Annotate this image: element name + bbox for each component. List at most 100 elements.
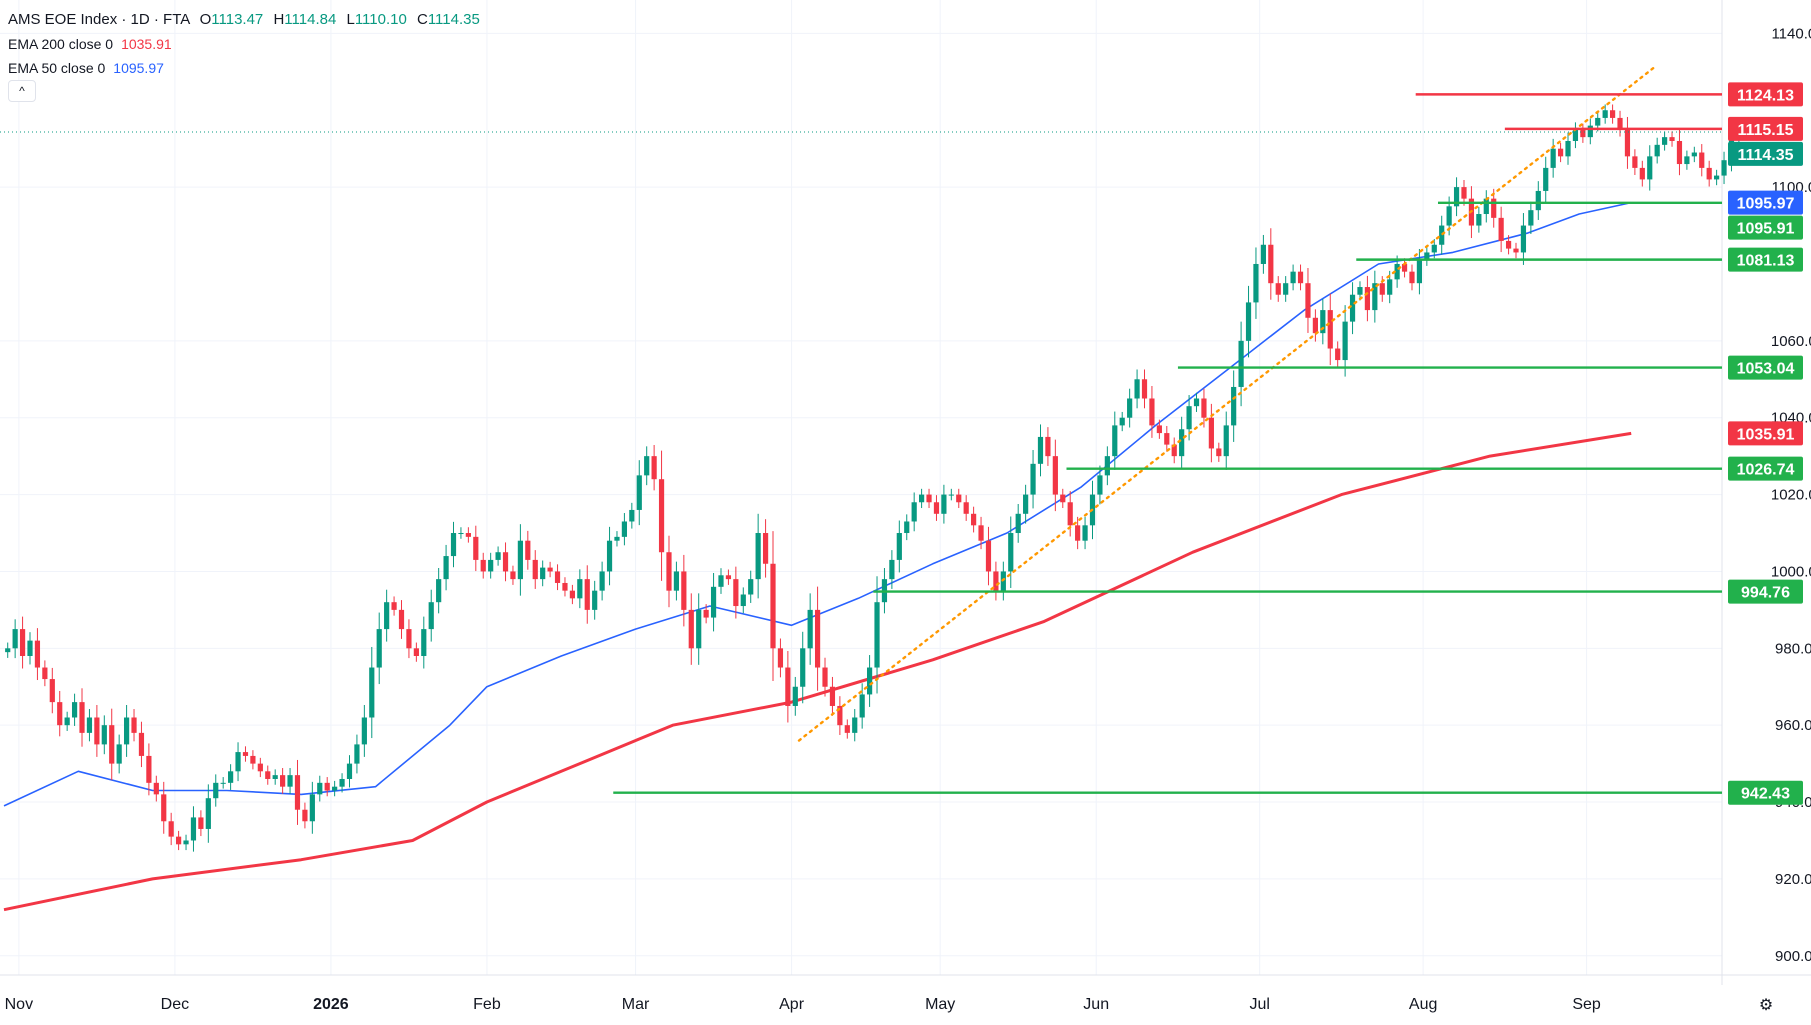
candle-body (510, 571, 516, 580)
y-tick-label: 1140.00 (1771, 25, 1811, 42)
candle-body (658, 479, 665, 553)
candle-body (42, 667, 48, 680)
price-tag-bg (1728, 141, 1803, 166)
candle-body (614, 536, 620, 541)
ema50-line (3, 201, 1632, 807)
candle-body (57, 702, 63, 726)
candle-body (153, 782, 159, 795)
candle-body (963, 502, 969, 514)
candle-body (213, 782, 219, 799)
candle-body (12, 629, 18, 649)
price-tag-label: 1081.13 (1737, 253, 1795, 270)
candle-body (1639, 167, 1645, 180)
price-tag-bg (1728, 355, 1803, 380)
candle-body (369, 667, 375, 718)
candle-body (554, 571, 561, 583)
candle-body (1075, 525, 1081, 541)
candle-body (1595, 117, 1601, 126)
legend-open-key: O (199, 11, 212, 28)
legend-ema50-value: 1095.97 (113, 60, 164, 76)
candle-body (1349, 294, 1356, 322)
candle-body (1520, 225, 1527, 253)
legend-symbol[interactable]: AMS EOE Index · 1D · FTA (8, 11, 190, 28)
candle-body (465, 533, 471, 537)
x-tick-label: Mar (622, 996, 650, 1013)
candle-body (361, 717, 367, 745)
y-tick-label: 1020.00 (1771, 487, 1811, 504)
candle-body (592, 590, 598, 610)
candle-body (1505, 240, 1512, 249)
chart-legend: AMS EOE Index · 1D · FTA O1113.47 H1114.… (8, 8, 480, 80)
candle-body (1587, 125, 1593, 138)
candle-body (866, 667, 873, 695)
candle-body (904, 521, 910, 534)
legend-low-value: 1110.10 (354, 11, 407, 28)
candle-body (406, 629, 412, 649)
candle-body (302, 809, 308, 822)
candle-body (933, 502, 940, 514)
candle-body (547, 567, 553, 572)
candle-body (272, 775, 278, 779)
candle-body (1097, 475, 1103, 495)
candle-body (584, 579, 590, 610)
candle-body (1305, 283, 1311, 318)
candle-body (131, 717, 137, 733)
candle-body (644, 456, 650, 476)
candle-body (138, 732, 145, 756)
candle-body (1691, 152, 1697, 157)
candle-body (116, 744, 122, 764)
candle-body (502, 552, 509, 572)
legend-ema50-row[interactable]: EMA 50 close 0 1095.97 (8, 56, 480, 80)
x-tick-label: Feb (473, 996, 501, 1013)
price-tag-bg (1728, 215, 1803, 240)
candle-body (1119, 417, 1125, 426)
candle-body (993, 571, 999, 591)
candle-body (1156, 425, 1162, 434)
collapse-legend-button[interactable]: ^ (8, 80, 36, 102)
candle-body (317, 782, 323, 795)
x-tick-label: May (925, 996, 955, 1013)
candle-body (1335, 348, 1341, 361)
y-tick-label: 980.00 (1775, 640, 1811, 657)
candle-body (161, 794, 167, 822)
candle-body (339, 778, 345, 787)
candle-body (1082, 525, 1088, 541)
legend-low-key: L (346, 11, 355, 28)
candle-body (1112, 425, 1118, 457)
candle-body (636, 475, 642, 510)
candle-body (978, 525, 984, 541)
candle-body (1662, 137, 1668, 145)
x-tick-label: Apr (779, 996, 805, 1013)
candle-body (1453, 187, 1460, 207)
candle-body (27, 640, 33, 656)
candle-body (785, 667, 791, 706)
candle-body (1528, 210, 1534, 226)
candle-body (829, 686, 836, 706)
candle-body (1037, 436, 1044, 464)
candle-body (280, 775, 286, 787)
candle-body (1268, 244, 1274, 284)
candle-body (220, 782, 226, 784)
candle-body (844, 725, 850, 733)
settings-gear-icon[interactable]: ⚙ (1758, 997, 1774, 1014)
price-tag-label: 942.43 (1741, 786, 1790, 803)
candle-body (1424, 252, 1430, 261)
candle-body (1342, 321, 1348, 361)
legend-ema200-row[interactable]: EMA 200 close 0 1035.91 (8, 32, 480, 56)
price-tag-bg (1728, 421, 1803, 446)
price-tag: 1124.13 (1728, 82, 1803, 107)
candle-body (807, 609, 813, 649)
price-tag-bg (1728, 780, 1803, 805)
y-tick-label: 1000.00 (1771, 563, 1811, 580)
price-tag-label: 1035.91 (1737, 426, 1795, 443)
candle-body (1179, 429, 1185, 457)
candle-body (1364, 287, 1371, 311)
candle-body (599, 571, 605, 591)
candle-body (94, 717, 100, 745)
candle-body (606, 540, 613, 572)
candle-body (443, 556, 449, 580)
x-tick-label: Jul (1249, 996, 1269, 1013)
candle-body (1706, 167, 1712, 180)
candle-body (777, 648, 784, 668)
